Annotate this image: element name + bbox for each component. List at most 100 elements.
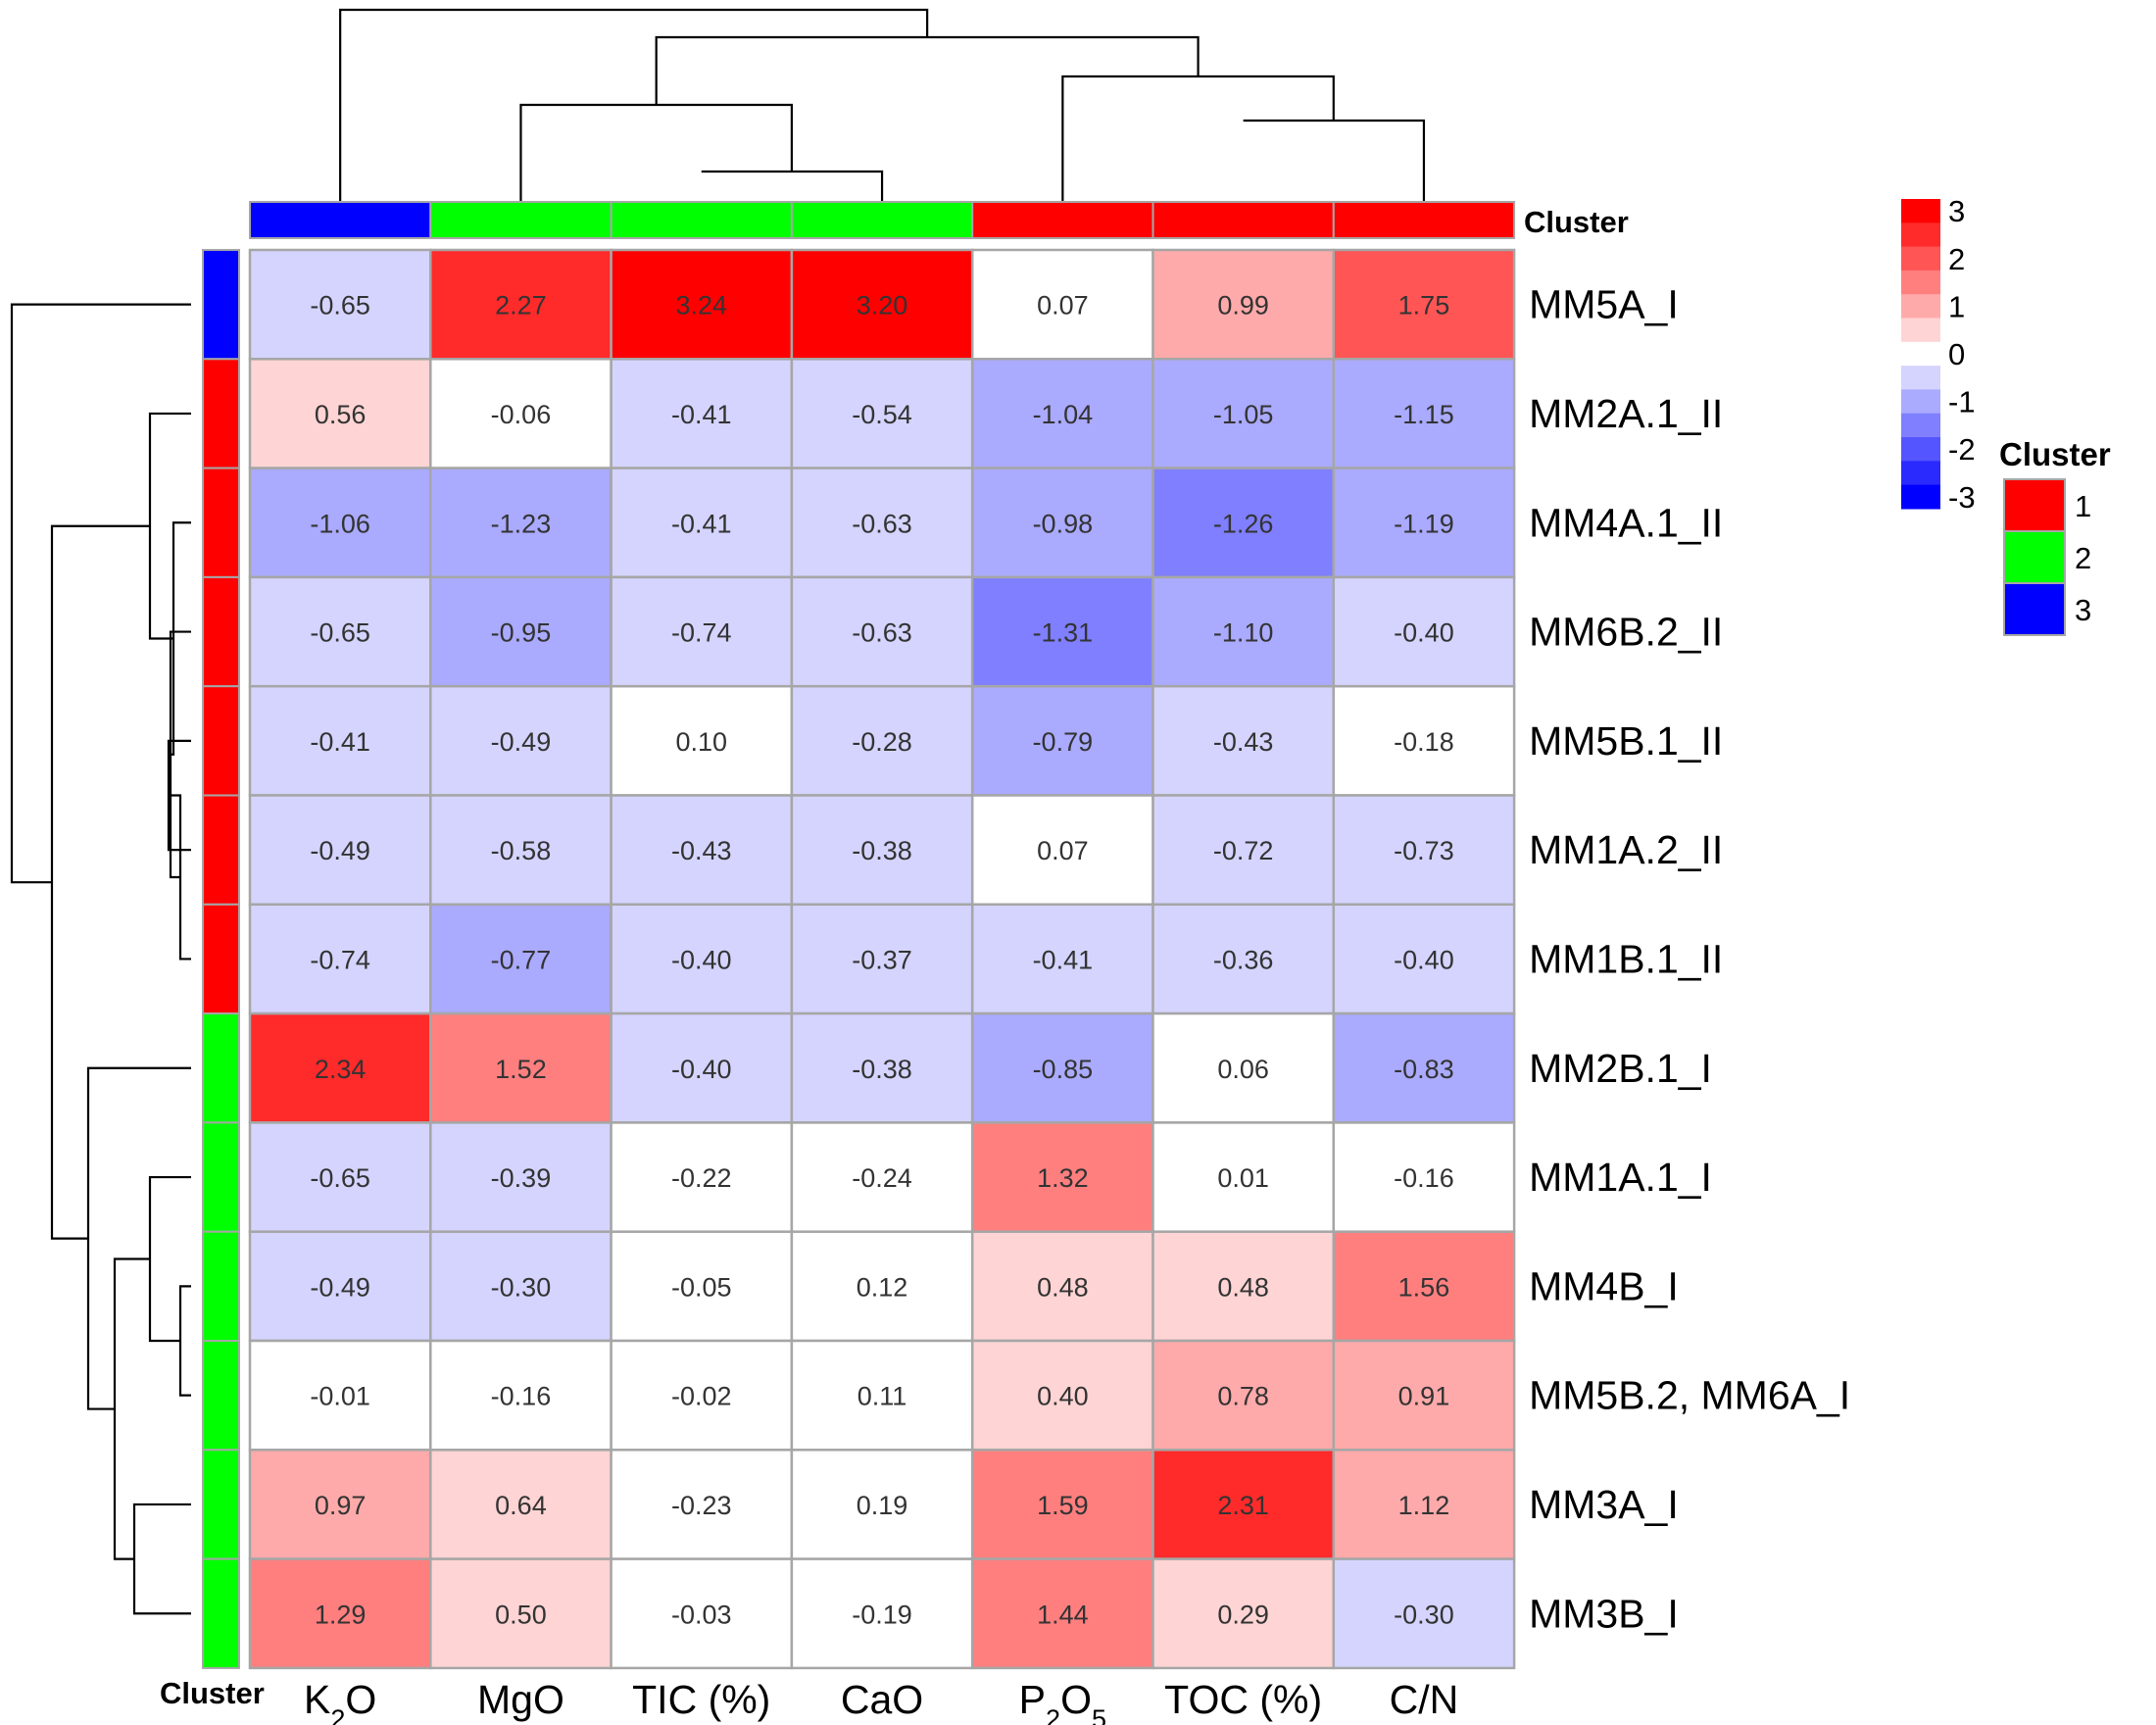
cluster-legend: Cluster 1 2 3 [1999, 436, 2111, 636]
heatmap-cell [248, 1449, 432, 1560]
color-scale-bin [1901, 199, 1940, 223]
heatmap-cell [248, 575, 432, 688]
column-labels: K2O MgO TIC (%) CaO P2O5 TOC (%) C/N [304, 1677, 1458, 1725]
heatmap-cell [1332, 903, 1516, 1015]
heatmap-cell [790, 1557, 974, 1670]
color-scale-bin [1901, 270, 1940, 295]
heatmap-cell [1152, 575, 1336, 688]
heatmap-cell [970, 1011, 1154, 1124]
heatmap-cell [1332, 1449, 1516, 1560]
heatmap-cell [1152, 1557, 1336, 1670]
heatmap-cell [248, 1121, 432, 1233]
cluster-legend-label: 2 [2075, 541, 2091, 575]
cell-value-label: 1.12 [1398, 1491, 1450, 1520]
row-label: MM6B.2_II [1529, 610, 1723, 655]
heatmap-cell [429, 1011, 612, 1124]
cell-value-label: 0.10 [675, 727, 727, 757]
cell-value-label: 0.29 [1217, 1600, 1269, 1629]
color-scale-legend: 3 2 1 0 -1 -2 -3 [1901, 194, 1976, 515]
dendrogram-link [1243, 119, 1426, 201]
cell-value-label: -0.63 [852, 509, 912, 538]
row-label: MM5B.2, MM6A_I [1529, 1373, 1850, 1418]
color-scale-bin [1901, 413, 1940, 438]
row-dendrogram [10, 303, 191, 1615]
cell-value-label: -0.40 [1394, 618, 1454, 648]
color-scale-bin [1901, 341, 1940, 367]
row-label: MM2A.1_II [1529, 391, 1723, 436]
cell-value-label: -0.16 [1394, 1163, 1454, 1193]
cell-value-label: -0.16 [491, 1382, 552, 1411]
heatmap-cell [248, 1230, 432, 1343]
cell-value-label: -0.49 [491, 727, 552, 757]
row-label: MM1A.1_I [1529, 1155, 1712, 1200]
row-label: MM4B_I [1529, 1263, 1679, 1308]
cluster-legend-swatch [2003, 530, 2066, 584]
dendrogram-link [148, 412, 191, 640]
cell-value-label: -0.85 [1033, 1055, 1094, 1084]
cell-value-label: -1.06 [310, 509, 370, 538]
column-cluster-swatch [1332, 201, 1516, 239]
cluster-legend-swatch [2003, 582, 2066, 636]
row-cluster-swatch [202, 794, 240, 906]
heatmap-cell [970, 1557, 1154, 1670]
dendrogram-link [519, 103, 793, 201]
heatmap-cell [429, 358, 612, 469]
row-cluster-swatch [202, 358, 240, 469]
color-scale-bin [1901, 222, 1940, 248]
heatmap-cell [970, 794, 1154, 907]
cell-value-label: -0.98 [1033, 509, 1094, 538]
row-cluster-swatch [202, 249, 240, 361]
column-dendrogram [339, 8, 1426, 201]
heatmap-cell [790, 248, 974, 361]
row-labels: MM5A_I MM2A.1_II MM4A.1_II MM6B.2_II MM5B.1_… [1529, 282, 1850, 1637]
cell-value-label: -1.23 [491, 509, 552, 538]
heatmap-cell [970, 467, 1154, 579]
cell-value-label: -0.58 [491, 836, 552, 865]
cell-value-label: -0.65 [310, 618, 370, 648]
cell-value-label: -0.74 [310, 945, 370, 974]
color-scale-tick: -3 [1948, 480, 1976, 515]
cell-value-label: -0.43 [1213, 727, 1274, 757]
heatmap-cell [429, 903, 612, 1015]
column-label: CaO [841, 1677, 923, 1722]
cell-value-label: 0.64 [495, 1491, 547, 1520]
heatmap-cell [1332, 1557, 1516, 1670]
row-label: MM3A_I [1529, 1482, 1679, 1527]
cell-value-label: -1.31 [1033, 618, 1094, 648]
heatmap-cell [610, 575, 794, 688]
cell-value-label: -1.26 [1213, 509, 1274, 538]
heatmap-cell [248, 1557, 432, 1670]
row-label: MM1A.2_II [1529, 827, 1723, 872]
cell-value-label: -0.41 [1033, 945, 1094, 974]
color-scale-tick: -1 [1948, 385, 1976, 419]
cell-value-label: 1.44 [1037, 1600, 1089, 1629]
cell-value-label: -0.38 [852, 1055, 912, 1084]
cell-value-label: 0.48 [1217, 1272, 1269, 1302]
cell-value-label: -1.10 [1213, 618, 1274, 648]
heatmap-cell [610, 1339, 794, 1452]
column-cluster-swatch [971, 201, 1154, 239]
cell-value-label: -0.95 [491, 618, 552, 648]
cell-value-label: 1.56 [1398, 1272, 1450, 1302]
cell-value-label: -0.72 [1213, 836, 1274, 865]
dendrogram-link [339, 8, 929, 201]
cell-value-label: -0.79 [1033, 727, 1094, 757]
heatmap-cell [790, 1011, 974, 1124]
row-cluster-swatch [202, 1557, 240, 1669]
color-scale-bin [1901, 461, 1940, 486]
heatmap-cell [248, 684, 432, 797]
dendrogram-link [701, 170, 884, 201]
cell-value-label: 0.99 [1217, 291, 1269, 320]
color-scale-bin [1901, 366, 1940, 390]
cluster-legend-label: 1 [2075, 489, 2091, 523]
dendrogram-link [132, 1503, 191, 1615]
row-cluster-swatch [202, 1230, 240, 1342]
heatmap-cell [610, 1121, 794, 1233]
cell-value-label: -0.37 [852, 945, 912, 974]
cell-value-label: -0.30 [491, 1272, 552, 1302]
cluster-legend-swatch [2003, 478, 2066, 532]
heatmap-cell [248, 248, 432, 361]
color-scale-bin [1901, 484, 1940, 510]
cell-value-label: 0.78 [1217, 1382, 1269, 1411]
